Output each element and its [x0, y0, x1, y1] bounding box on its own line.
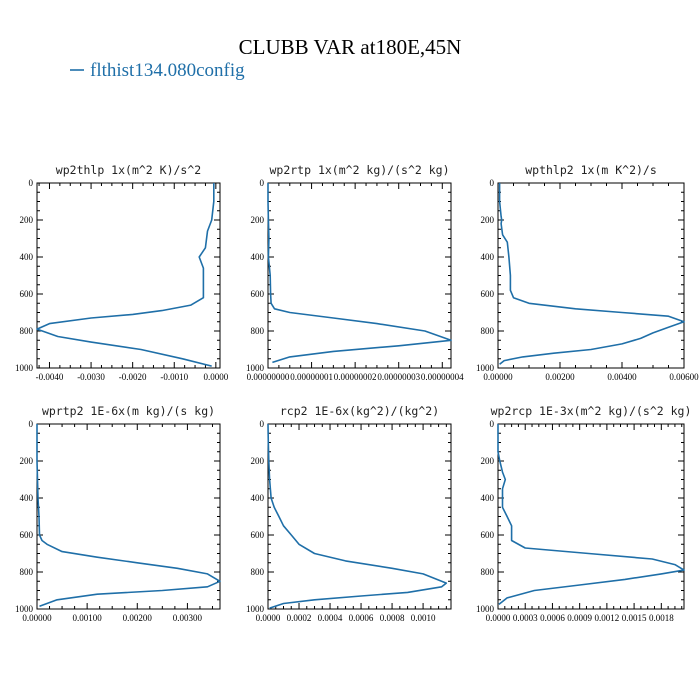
y-tick-label: 400 — [20, 252, 34, 262]
plot-frame — [36, 182, 221, 369]
y-tick-label: 800 — [481, 567, 495, 577]
y-tick-label: 0 — [490, 178, 495, 188]
x-tick-label: 0.0006 — [349, 613, 374, 623]
x-tick-label: 0.0009 — [567, 613, 592, 623]
y-tick-label: 200 — [251, 456, 265, 466]
y-tick-label: 800 — [251, 567, 265, 577]
y-tick-label: 800 — [481, 326, 495, 336]
x-tick-label: -0.0020 — [119, 372, 147, 382]
figure-title: CLUBB VAR at180E,45N — [239, 35, 462, 59]
series-line — [36, 424, 221, 607]
y-tick-label: 600 — [251, 530, 265, 540]
x-tick-label: 0.0018 — [649, 613, 674, 623]
y-tick-label: 1000 — [246, 363, 265, 373]
legend: flthist134.080config — [70, 60, 245, 81]
chart-panel-4: wprtp2 1E-6x(m kg)/(s kg) 0 200 400 600 800 10… — [15, 404, 221, 623]
y-tick-label: 600 — [20, 530, 34, 540]
y-tick-label: 800 — [251, 326, 265, 336]
panel-title: wp2rtp 1x(m^2 kg)/(s^2 kg) — [269, 163, 449, 177]
x-tick-label: 0.0012 — [595, 613, 620, 623]
y-tick-label: 400 — [20, 493, 34, 503]
series-line — [267, 423, 448, 609]
y-tick-label: 400 — [251, 252, 265, 262]
y-tick-label: 1000 — [15, 604, 34, 614]
x-tick-label: 0.00200 — [545, 372, 575, 382]
x-tick-label: 0.0002 — [287, 613, 312, 623]
y-tick-label: 200 — [481, 215, 495, 225]
y-tick-label: 400 — [481, 252, 495, 262]
y-tick-label: 1000 — [476, 363, 495, 373]
panel-title: rcp2 1E-6x(kg^2)/(kg^2) — [280, 404, 439, 418]
y-tick-label: 0 — [260, 419, 265, 429]
y-tick-label: 200 — [20, 456, 34, 466]
series-line — [497, 424, 685, 606]
x-tick-label: 0.0003 — [513, 613, 538, 623]
y-tick-label: 400 — [481, 493, 495, 503]
x-tick-label: 0.0000 — [256, 613, 281, 623]
y-tick-label: 1000 — [15, 363, 34, 373]
chart-panel-5: rcp2 1E-6x(kg^2)/(kg^2) 0 200 400 600 800 1000… — [246, 404, 452, 623]
plot-frame — [497, 182, 685, 369]
x-tick-label: 0.00000 — [483, 372, 513, 382]
x-tick-label: 0.0000 — [486, 613, 511, 623]
legend-label: flthist134.080config — [90, 60, 245, 81]
x-tick-label: 0.0015 — [622, 613, 647, 623]
y-tick-label: 200 — [481, 456, 495, 466]
plot-frame — [267, 182, 452, 369]
plot-frame — [497, 423, 685, 610]
x-tick-label: 0.00000001 — [290, 372, 333, 382]
y-tick-label: 600 — [20, 289, 34, 299]
y-tick-label: 1000 — [246, 604, 265, 614]
series-line — [498, 183, 685, 365]
chart-panel-2: wp2rtp 1x(m^2 kg)/(s^2 kg) 0 200 400 600 800 1… — [246, 163, 464, 382]
y-tick-label: 600 — [251, 289, 265, 299]
y-tick-label: 200 — [251, 215, 265, 225]
panel-title: wp2thlp 1x(m^2 K)/s^2 — [56, 163, 201, 177]
x-tick-label: 0.00200 — [123, 613, 153, 623]
y-tick-label: 600 — [481, 530, 495, 540]
x-tick-label: 0.0004 — [318, 613, 343, 623]
x-tick-label: 0.0006 — [540, 613, 565, 623]
panels: wp2thlp 1x(m^2 K)/s^202004006008001000-0… — [15, 163, 699, 623]
x-tick-label: 0.00000000 — [247, 372, 290, 382]
x-tick-label: 0.00300 — [173, 613, 203, 623]
chart-panel-1: wp2thlp 1x(m^2 K)/s^202004006008001000-0… — [15, 163, 229, 382]
x-tick-label: 0.00000004 — [421, 372, 464, 382]
x-tick-label: 0.00000003 — [377, 372, 420, 382]
y-tick-label: 800 — [20, 326, 34, 336]
plot-frame — [267, 423, 452, 610]
y-tick-label: 0 — [29, 178, 34, 188]
x-tick-label: -0.0010 — [160, 372, 188, 382]
y-tick-label: 200 — [20, 215, 34, 225]
x-tick-label: 0.00000 — [22, 613, 52, 623]
y-tick-label: 0 — [29, 419, 34, 429]
panel-title: wp2rcp 1E-3x(m^2 kg)/(s^2 kg) — [491, 404, 692, 418]
plot-frame — [36, 423, 221, 610]
chart-panel-3: wpthlp2 1x(m K^2)/s020040060080010000.00… — [476, 163, 699, 382]
x-tick-label: 0.00000002 — [334, 372, 377, 382]
x-tick-label: 0.0000 — [203, 372, 228, 382]
y-tick-label: 1000 — [476, 604, 495, 614]
x-tick-label: 0.0008 — [380, 613, 405, 623]
x-tick-label: 0.00100 — [73, 613, 103, 623]
x-tick-label: 0.00400 — [607, 372, 637, 382]
series-line — [36, 183, 215, 367]
panel-title: wprtp2 1E-6x(m kg)/(s kg) — [42, 404, 215, 418]
y-tick-label: 800 — [20, 567, 34, 577]
y-tick-label: 0 — [260, 178, 265, 188]
chart-panel-6: wp2rcp 1E-3x(m^2 kg)/(s^2 kg)0 200 400 600 8… — [476, 404, 691, 623]
y-tick-label: 400 — [251, 493, 265, 503]
x-tick-label: 0.0010 — [411, 613, 436, 623]
panel-title: wpthlp2 1x(m K^2)/s — [525, 163, 657, 177]
series-line — [267, 183, 452, 364]
y-tick-label: 0 — [490, 419, 495, 429]
y-tick-label: 600 — [481, 289, 495, 299]
x-tick-label: -0.0040 — [36, 372, 64, 382]
x-tick-label: 0.00600 — [669, 372, 699, 382]
x-tick-label: -0.0030 — [77, 372, 105, 382]
